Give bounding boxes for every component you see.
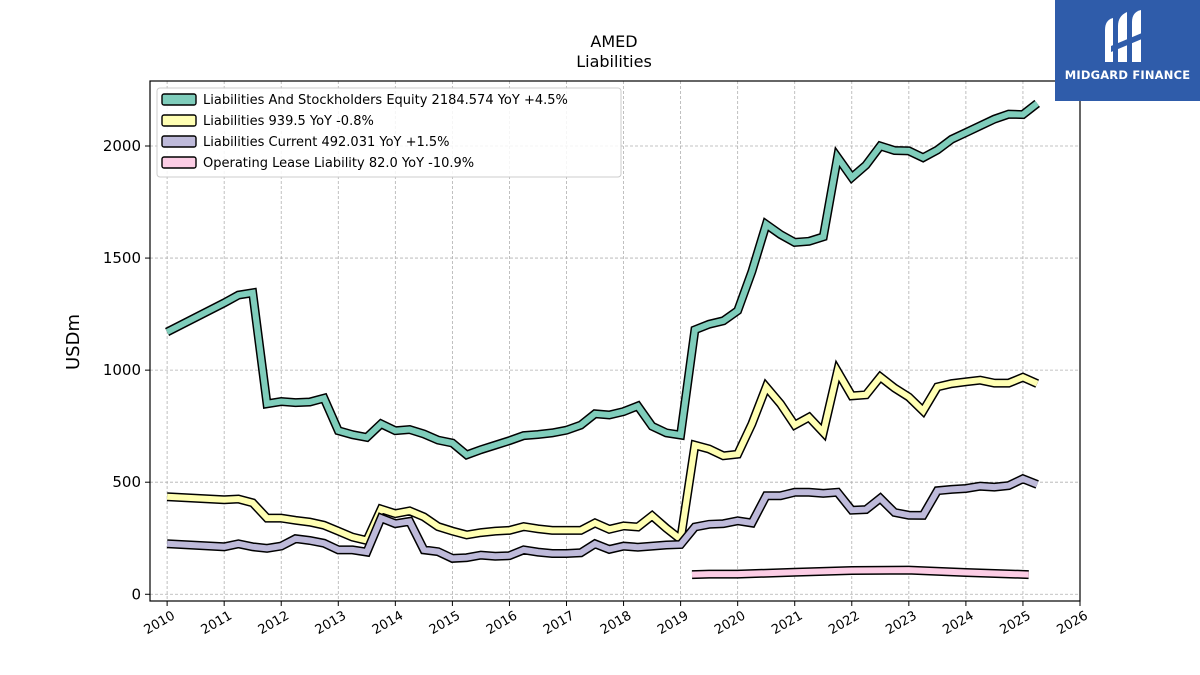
legend-item-liabilities-current[interactable]: Liabilities Current 492.031 YoY +1.5% <box>161 135 450 150</box>
x-tick-label: 2021 <box>769 608 805 638</box>
x-tick-label: 2011 <box>199 608 235 638</box>
series-line-liabilities <box>166 363 1039 545</box>
x-tick-label: 2023 <box>883 608 919 638</box>
y-tick-label: 1500 <box>103 249 141 267</box>
x-tick-label: 2022 <box>826 608 862 638</box>
series-line-liabilities-and-stockholders-equity <box>165 101 1040 459</box>
x-tick-label: 2025 <box>997 608 1033 638</box>
x-tick-label: 2024 <box>940 608 976 638</box>
legend-label: Liabilities And Stockholders Equity 2184… <box>203 93 568 108</box>
legend-box <box>156 87 622 178</box>
chart-title: AMED <box>590 32 637 51</box>
x-tick-label: 2014 <box>370 608 406 638</box>
y-tick-label: 1000 <box>103 361 141 379</box>
legend-item-liabilities-and-stockholders-equity[interactable]: Liabilities And Stockholders Equity 2184… <box>161 93 568 108</box>
legend-swatch <box>161 156 197 169</box>
plot-area-frame <box>149 80 1081 602</box>
legend-swatch <box>161 93 197 106</box>
x-tick-label: 2015 <box>427 608 463 638</box>
series-line-operating-lease-liability <box>691 567 1029 578</box>
legend-swatch <box>161 114 197 127</box>
legend-label: Liabilities Current 492.031 YoY +1.5% <box>203 135 450 150</box>
series-lines <box>165 99 1040 580</box>
legend-item-liabilities[interactable]: Liabilities 939.5 YoY -0.8% <box>161 114 374 129</box>
x-tick-label: 2013 <box>313 608 349 638</box>
legend-label: Operating Lease Liability 82.0 YoY -10.9… <box>203 156 474 171</box>
x-tick-label: 2019 <box>655 608 691 638</box>
x-tick-label: 2012 <box>256 608 292 638</box>
x-tick-label: 2018 <box>598 608 634 638</box>
legend-label: Liabilities 939.5 YoY -0.8% <box>203 114 374 129</box>
x-tick-label: 2020 <box>712 608 748 638</box>
y-axis-label: USDm <box>63 314 84 370</box>
series-line-liabilities-current <box>166 475 1039 562</box>
y-tick-label: 500 <box>112 473 141 491</box>
chart-subtitle: Liabilities <box>576 52 652 71</box>
y-tick-label: 2000 <box>103 137 141 155</box>
midgard-logo-icon <box>1105 10 1149 62</box>
x-tick-label: 2016 <box>484 608 520 638</box>
brand-logo: MIDGARD FINANCE <box>1055 0 1200 101</box>
legend-item-operating-lease-liability[interactable]: Operating Lease Liability 82.0 YoY -10.9… <box>161 156 474 171</box>
y-tick-label: 0 <box>131 585 141 603</box>
x-tick-label: 2017 <box>541 608 577 638</box>
x-tick-label: 2010 <box>142 608 178 638</box>
legend-swatch <box>161 135 197 148</box>
x-tick-label: 2026 <box>1055 608 1091 638</box>
brand-name: MIDGARD FINANCE <box>1064 68 1191 82</box>
legend[interactable]: Liabilities And Stockholders Equity 2184… <box>156 87 622 178</box>
